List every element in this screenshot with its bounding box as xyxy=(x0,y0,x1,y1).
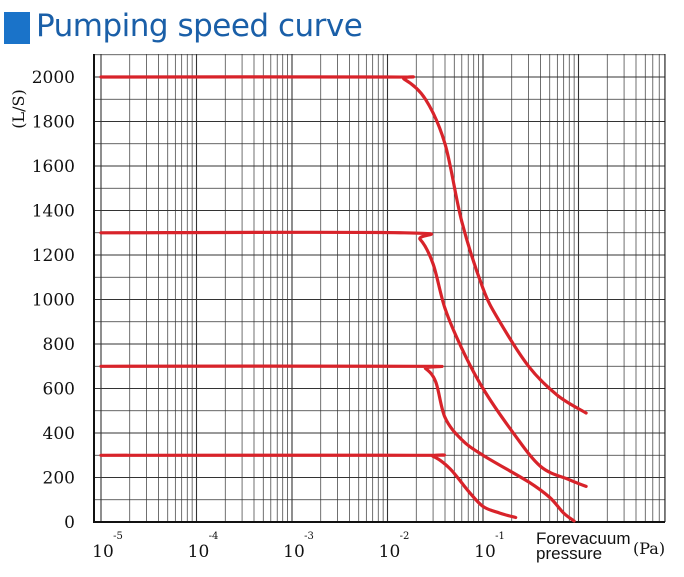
x-tick-label: 10 xyxy=(92,542,114,562)
x-tick-exponent: -5 xyxy=(113,531,123,542)
x-tick-exponent: -2 xyxy=(400,531,410,542)
speed-curve-2 xyxy=(99,230,588,488)
y-tick-label: 0 xyxy=(64,513,75,533)
x-axis-label-line1: Forevacuum xyxy=(536,529,630,548)
y-tick-label: 1000 xyxy=(32,291,75,311)
x-tick-label: 10 xyxy=(188,542,210,562)
speed-curve-4 xyxy=(99,453,518,520)
title-square-icon xyxy=(4,12,30,44)
chart-title: Pumping speed curve xyxy=(36,8,363,44)
speed-curve-3 xyxy=(99,364,576,523)
x-axis-label-line2: pressure xyxy=(536,544,602,563)
x-tick-label: 10 xyxy=(474,542,496,562)
grid xyxy=(94,54,666,523)
y-tick-label: 600 xyxy=(43,380,75,400)
y-tick-label: 1200 xyxy=(32,246,75,266)
x-tick-label: 10 xyxy=(379,542,401,562)
y-tick-label: 1600 xyxy=(32,157,75,177)
x-axis-unit: (Pa) xyxy=(633,539,665,558)
y-tick-label: 400 xyxy=(43,424,75,444)
x-tick-exponent: -1 xyxy=(495,531,505,542)
y-tick-label: 1400 xyxy=(32,202,75,222)
x-tick-label: 10 xyxy=(283,542,305,562)
title-area: Pumping speed curve xyxy=(0,6,684,50)
tick-labels: 0 200 400 600 800 1000 1200 1400 1600 1800 2000(L/… xyxy=(9,68,665,563)
x-tick-exponent: -3 xyxy=(304,531,314,542)
axes xyxy=(93,54,666,523)
y-axis-label: (L/S) xyxy=(9,89,28,128)
curves xyxy=(99,75,588,523)
y-tick-label: 2000 xyxy=(32,68,75,88)
speed-curve-1 xyxy=(99,75,588,415)
x-tick-exponent: -4 xyxy=(209,531,219,542)
y-tick-label: 1800 xyxy=(32,113,75,133)
y-tick-label: 800 xyxy=(43,335,75,355)
y-tick-label: 200 xyxy=(43,469,75,489)
